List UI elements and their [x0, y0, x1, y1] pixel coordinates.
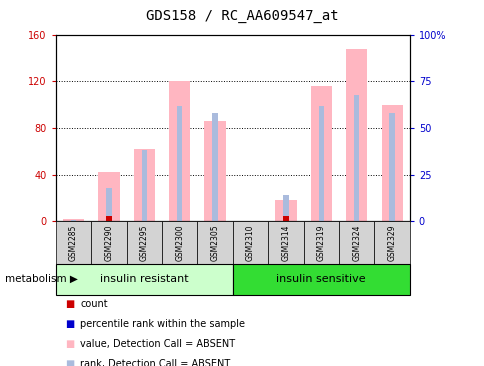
Bar — [353, 94, 359, 221]
Text: GSM2314: GSM2314 — [281, 224, 290, 261]
Text: GDS158 / RC_AA609547_at: GDS158 / RC_AA609547_at — [146, 9, 338, 23]
Bar — [275, 201, 296, 221]
Text: ■: ■ — [65, 359, 75, 366]
Bar — [63, 219, 84, 221]
Text: GSM2290: GSM2290 — [104, 224, 113, 261]
Text: percentile rank within the sample: percentile rank within the sample — [80, 319, 244, 329]
Text: rank, Detection Call = ABSENT: rank, Detection Call = ABSENT — [80, 359, 230, 366]
Bar — [310, 86, 331, 221]
Text: ■: ■ — [65, 319, 75, 329]
Bar — [177, 106, 182, 221]
Text: GSM2305: GSM2305 — [210, 224, 219, 261]
Bar — [71, 220, 76, 221]
Text: GSM2319: GSM2319 — [316, 224, 325, 261]
Bar — [56, 264, 232, 295]
Bar — [141, 150, 147, 221]
Text: insulin sensitive: insulin sensitive — [276, 274, 365, 284]
Text: GSM2329: GSM2329 — [387, 224, 396, 261]
Text: insulin resistant: insulin resistant — [100, 274, 188, 284]
Text: value, Detection Call = ABSENT: value, Detection Call = ABSENT — [80, 339, 235, 349]
Text: GSM2310: GSM2310 — [245, 224, 255, 261]
Text: metabolism ▶: metabolism ▶ — [5, 274, 77, 284]
Text: GSM2300: GSM2300 — [175, 224, 184, 261]
Bar — [381, 105, 402, 221]
Bar — [283, 195, 288, 221]
Bar — [98, 172, 119, 221]
Text: GSM2324: GSM2324 — [351, 224, 361, 261]
Bar — [338, 221, 374, 264]
Bar — [204, 121, 225, 221]
Bar — [232, 264, 409, 295]
Bar — [91, 221, 126, 264]
Bar — [169, 81, 190, 221]
Bar — [126, 221, 162, 264]
Bar — [197, 221, 232, 264]
Text: count: count — [80, 299, 107, 309]
Bar — [232, 221, 268, 264]
Bar — [212, 113, 217, 221]
Text: GSM2285: GSM2285 — [69, 224, 78, 261]
Bar — [56, 221, 91, 264]
Bar — [346, 49, 366, 221]
Text: ■: ■ — [65, 299, 75, 309]
Bar — [106, 188, 111, 221]
Bar — [318, 106, 323, 221]
Bar — [303, 221, 338, 264]
Bar — [162, 221, 197, 264]
Bar — [134, 149, 154, 221]
Text: GSM2295: GSM2295 — [139, 224, 149, 261]
Bar — [374, 221, 409, 264]
Bar — [268, 221, 303, 264]
Text: ■: ■ — [65, 339, 75, 349]
Bar — [389, 113, 394, 221]
